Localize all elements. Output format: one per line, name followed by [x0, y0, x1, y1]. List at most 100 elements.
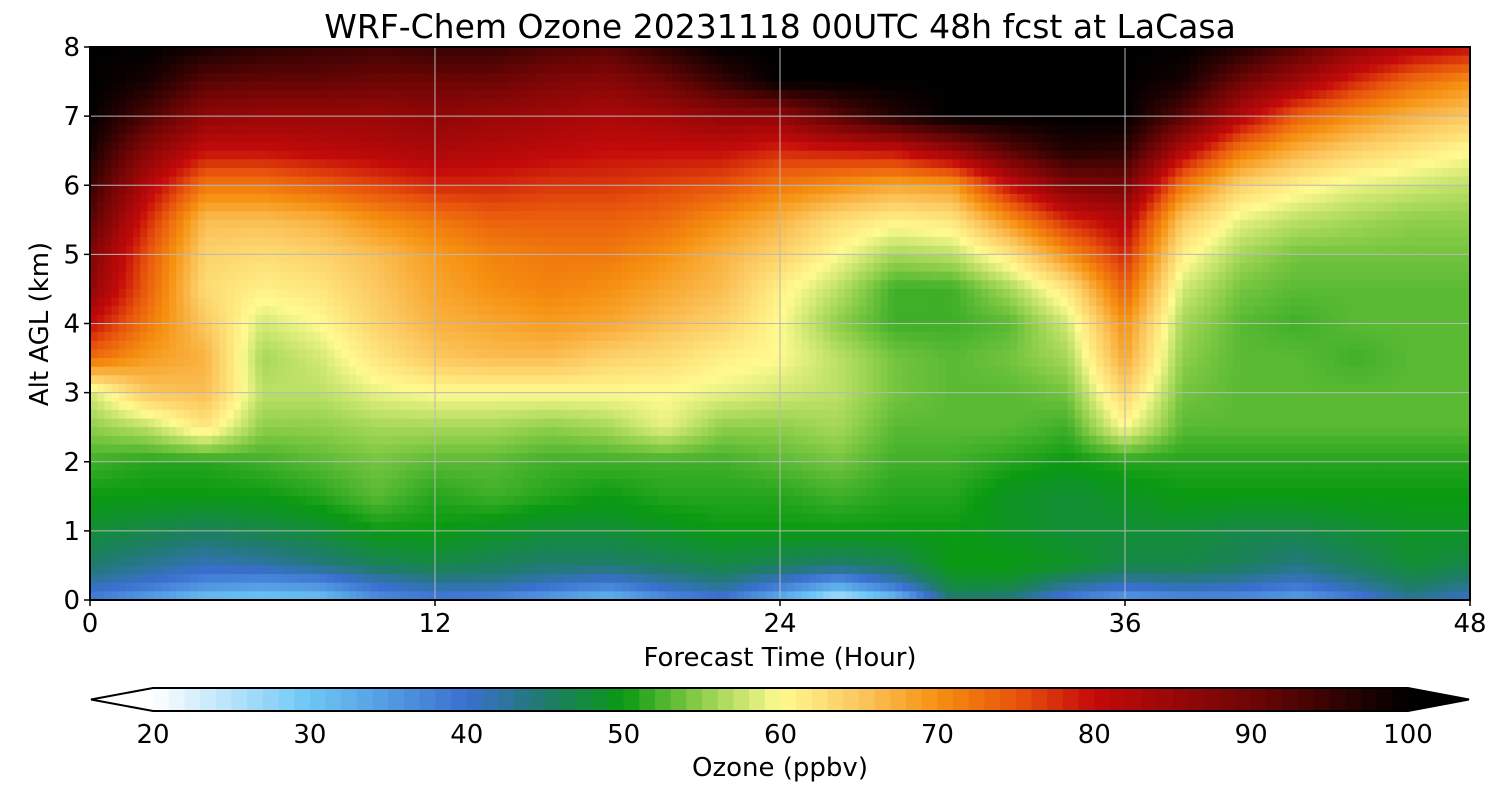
heatmap-cell: [154, 254, 163, 264]
heatmap-cell: [406, 55, 415, 65]
heatmap-cell: [312, 72, 321, 83]
heatmap-cell: [1117, 228, 1126, 238]
heatmap-cell: [1189, 98, 1198, 109]
heatmap-cell: [557, 263, 565, 273]
heatmap-cell: [161, 237, 170, 247]
heatmap-cell: [866, 237, 875, 247]
heatmap-cell: [966, 124, 975, 135]
heatmap-cell: [988, 98, 997, 109]
heatmap-cell: [708, 237, 716, 247]
heatmap-cell: [190, 98, 199, 109]
heatmap-cell: [600, 202, 609, 212]
heatmap-cell: [1319, 245, 1327, 255]
heatmap-cell: [161, 72, 170, 83]
heatmap-cell: [442, 142, 450, 152]
heatmap-cell: [1362, 185, 1370, 195]
heatmap-cell: [578, 107, 587, 117]
heatmap-cell: [1060, 237, 1069, 247]
heatmap-cell: [945, 193, 954, 204]
heatmap-cell: [1419, 72, 1428, 83]
heatmap-cell: [787, 202, 795, 212]
heatmap-cell: [1268, 124, 1277, 135]
heatmap-cell: [355, 237, 364, 247]
heatmap-cell: [355, 219, 364, 230]
heatmap-cell: [226, 90, 235, 100]
heatmap-cell: [974, 133, 982, 143]
heatmap-cell: [952, 176, 961, 186]
heatmap-cell: [542, 159, 551, 169]
heatmap-cell: [1132, 185, 1140, 195]
heatmap-cell: [183, 107, 192, 117]
heatmap-cell: [629, 263, 637, 273]
heatmap-cell: [284, 107, 292, 117]
heatmap-cell: [1297, 202, 1306, 212]
heatmap-cell: [930, 219, 939, 230]
heatmap-cell: [478, 176, 486, 186]
heatmap-cell: [1362, 81, 1370, 91]
heatmap-cell: [837, 98, 846, 109]
heatmap-cell: [449, 237, 458, 247]
heatmap-cell: [284, 202, 292, 212]
heatmap-cell: [1168, 176, 1176, 186]
heatmap-cell: [1333, 159, 1342, 169]
heatmap-cell: [629, 142, 637, 152]
heatmap-cell: [1117, 176, 1126, 186]
heatmap-cell: [97, 228, 105, 238]
heatmap-cell: [1247, 90, 1255, 100]
heatmap-cell: [1002, 124, 1011, 135]
heatmap-cell: [909, 159, 918, 169]
heatmap-cell: [859, 107, 867, 117]
heatmap-cell: [320, 98, 328, 109]
heatmap-cell: [183, 254, 192, 264]
heatmap-cell: [686, 133, 695, 143]
heatmap-cell: [284, 167, 292, 178]
heatmap-cell: [643, 193, 652, 204]
heatmap-cell: [248, 47, 256, 57]
heatmap-cell: [226, 211, 235, 221]
heatmap-cell: [578, 150, 587, 160]
heatmap-cell: [233, 185, 242, 195]
heatmap-cell: [384, 237, 393, 247]
heatmap-cell: [1405, 176, 1414, 186]
heatmap-cell: [492, 107, 501, 117]
heatmap-cell: [133, 81, 141, 91]
heatmap-cell: [197, 47, 206, 57]
heatmap-cell: [528, 185, 537, 195]
heatmap-cell: [125, 124, 134, 135]
heatmap-cell: [1333, 64, 1342, 74]
heatmap-cell: [650, 150, 659, 160]
heatmap-cell: [1225, 107, 1234, 117]
heatmap-cell: [981, 55, 990, 65]
heatmap-cell: [909, 237, 918, 247]
heatmap-cell: [1333, 202, 1342, 212]
heatmap-cell: [600, 185, 609, 195]
heatmap-cell: [672, 72, 680, 83]
heatmap-cell: [1362, 107, 1370, 117]
heatmap-cell: [794, 237, 803, 247]
heatmap-cell: [643, 237, 652, 247]
heatmap-cell: [916, 81, 925, 91]
heatmap-cell: [808, 72, 817, 83]
heatmap-cell: [499, 219, 508, 230]
heatmap-cell: [851, 133, 860, 143]
heatmap-cell: [212, 107, 220, 117]
heatmap-cell: [435, 150, 443, 160]
heatmap-cell: [176, 47, 185, 57]
heatmap-cell: [722, 245, 731, 255]
heatmap-cell: [650, 254, 659, 264]
heatmap-cell: [614, 185, 623, 195]
heatmap-cell: [284, 237, 292, 247]
heatmap-cell: [1182, 142, 1191, 152]
heatmap-cell: [1067, 64, 1076, 74]
heatmap-cell: [233, 193, 242, 204]
heatmap-cell: [550, 107, 558, 117]
heatmap-cell: [729, 254, 738, 264]
heatmap-cell: [945, 219, 954, 230]
heatmap-cell: [758, 116, 767, 126]
heatmap-cell: [945, 150, 954, 160]
heatmap-cell: [521, 47, 530, 57]
heatmap-cell: [1175, 150, 1184, 160]
heatmap-cell: [1340, 90, 1349, 100]
heatmap-cell: [593, 202, 601, 212]
heatmap-cell: [866, 81, 875, 91]
